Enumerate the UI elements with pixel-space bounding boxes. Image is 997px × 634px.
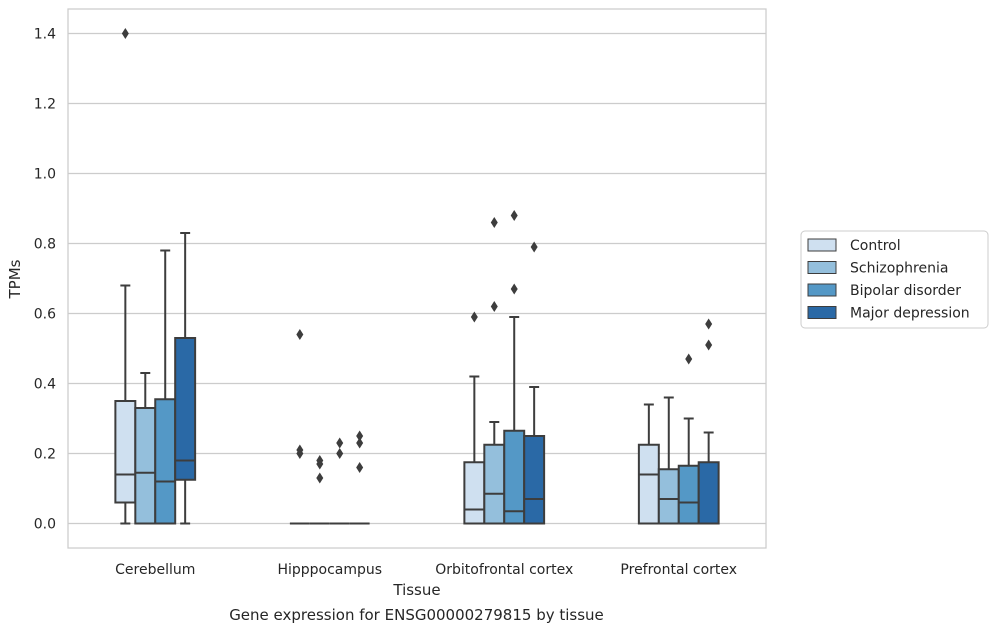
legend-item: Bipolar disorder [807, 283, 961, 299]
box-iqr [677, 464, 700, 525]
legend-item: Schizophrenia [807, 261, 948, 277]
outlier-point [685, 353, 693, 365]
box-3 [697, 318, 720, 525]
y-tick-label: 1.0 [34, 167, 56, 183]
y-tick-label: 0.6 [34, 307, 56, 323]
box-iqr [134, 407, 157, 525]
box-1 [134, 372, 157, 525]
box-iqr [657, 468, 680, 525]
legend-swatch [807, 283, 837, 297]
x-tick-labels: Cerebellum Hipppocampus Orbitofrontal cort… [115, 562, 737, 578]
plot-frame [67, 8, 767, 549]
outlier-point [705, 318, 713, 330]
y-axis-label: TPMs [6, 259, 24, 299]
box-0 [463, 311, 486, 525]
figure-caption: Gene expression for ENSG00000279815 by t… [229, 606, 604, 624]
box-2 [677, 353, 700, 525]
outlier-point [490, 301, 498, 312]
box-iqr [637, 443, 660, 525]
outlier-point [356, 437, 364, 449]
x-tick-label: Prefrontal cortex [620, 562, 737, 578]
legend-swatch [807, 306, 837, 319]
box-iqr [154, 398, 177, 525]
category-group [637, 318, 720, 525]
outlier-point [121, 28, 129, 39]
category-group [114, 28, 197, 525]
legend-swatch [807, 238, 837, 252]
box-2 [329, 437, 350, 525]
outlier-point [356, 430, 364, 442]
box-iqr [523, 435, 546, 525]
outlier-point [336, 437, 344, 449]
legend-item: Control [807, 238, 901, 254]
box-iqr [174, 337, 197, 481]
outlier-point [490, 217, 498, 228]
outlier-point [705, 339, 713, 351]
outlier-point [510, 210, 518, 221]
y-tick-label: 0.8 [34, 237, 56, 253]
y-tick-labels: 0.0 0.2 0.4 0.6 0.8 1.0 1.2 1.4 [34, 27, 56, 533]
legend-item: Major depression [807, 306, 970, 322]
outlier-point [530, 241, 538, 253]
y-tick-label: 0.4 [34, 377, 56, 393]
box-iqr [483, 443, 506, 525]
box-iqr [697, 461, 720, 525]
legend: Control Schizophrenia Bipolar disorder Majo… [800, 230, 989, 329]
outlier-point [316, 455, 324, 466]
outlier-point [316, 472, 324, 484]
x-tick-label: Orbitofrontal cortex [435, 562, 573, 578]
box-iqr [114, 400, 137, 504]
box-iqr [463, 461, 486, 525]
legend-label: Schizophrenia [850, 261, 948, 277]
box-0 [637, 403, 660, 525]
outlier-point [510, 283, 518, 295]
box-2 [503, 210, 526, 525]
box-1 [657, 396, 680, 525]
box-3 [174, 232, 197, 525]
legend-label: Major depression [850, 306, 970, 322]
outlier-point [356, 462, 364, 473]
outlier-point [336, 448, 344, 459]
box-iqr [503, 429, 526, 525]
box-3 [523, 241, 546, 525]
box-2 [154, 249, 177, 525]
box-1 [309, 455, 330, 525]
box-0 [114, 28, 137, 525]
y-tick-label: 0.0 [34, 517, 56, 533]
legend-label: Bipolar disorder [850, 283, 961, 299]
y-tick-label: 0.2 [34, 447, 56, 463]
outlier-point [296, 444, 304, 456]
box-3 [349, 430, 370, 525]
category-group [289, 329, 370, 525]
box-0 [289, 329, 310, 525]
y-tick-label: 1.2 [34, 97, 56, 113]
legend-swatch [807, 261, 837, 274]
box-1 [483, 217, 506, 525]
category-group [463, 210, 546, 525]
y-tick-label: 1.4 [34, 27, 56, 43]
outlier-point [470, 311, 478, 323]
x-tick-label: Cerebellum [115, 562, 195, 578]
legend-label: Control [850, 238, 901, 254]
x-axis-label: Tissue [392, 581, 440, 599]
x-tick-label: Hipppocampus [277, 562, 382, 578]
legend-frame [800, 230, 989, 329]
outlier-point [296, 329, 304, 340]
box-groups [114, 28, 720, 525]
